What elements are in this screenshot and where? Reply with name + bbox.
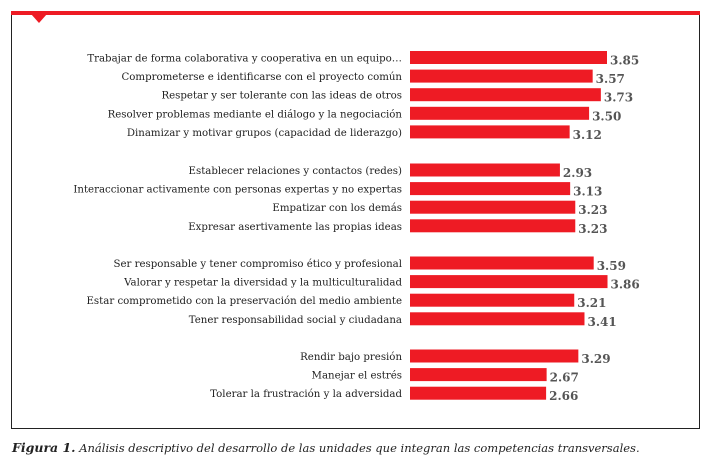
category-label: Dinamizar y motivar grupos (capacidad de… (127, 127, 402, 139)
value-label: 3.41 (587, 315, 616, 329)
category-label: Empatizar con los demás (272, 202, 402, 214)
category-label: Trabajar de forma colaborativa y coopera… (87, 54, 402, 65)
bar (410, 69, 593, 83)
bar (410, 368, 547, 382)
bar (410, 163, 560, 177)
bar (410, 125, 570, 139)
value-label: 3.23 (578, 203, 607, 217)
value-label: 3.29 (581, 352, 610, 366)
value-label: 3.57 (596, 72, 625, 86)
accent-notch (31, 14, 47, 23)
category-label: Interaccionar activamente con personas e… (73, 185, 402, 196)
bar-chart: Trabajar de forma colaborativa y coopera… (73, 51, 640, 403)
category-label: Expresar asertivamente las propias ideas (188, 222, 402, 233)
bar (410, 386, 547, 400)
value-label: 3.21 (577, 296, 606, 310)
bar (410, 349, 579, 363)
bar (410, 256, 594, 270)
bar (410, 51, 607, 64)
caption-text: Análisis descriptivo del desarrollo de l… (79, 441, 640, 455)
value-label: 3.50 (592, 109, 621, 123)
bar (410, 106, 590, 120)
bar (410, 293, 575, 307)
value-label: 3.86 (611, 278, 640, 292)
category-label: Tener responsabilidad social y ciudadana (189, 315, 402, 326)
category-label: Resolver problemas mediante el diálogo y… (108, 108, 403, 120)
value-label: 2.93 (563, 166, 592, 180)
category-label: Rendir bajo presión (300, 351, 402, 363)
category-label: Establecer relaciones y contactos (redes… (189, 165, 402, 177)
bar (410, 275, 608, 289)
bar (410, 182, 571, 196)
bar (410, 312, 585, 326)
bar (410, 88, 601, 102)
figure-caption: Figura 1. Análisis descriptivo del desar… (12, 440, 702, 455)
value-label: 3.85 (610, 54, 639, 68)
value-label: 3.13 (573, 185, 602, 199)
value-label: 2.67 (550, 371, 579, 385)
value-label: 3.12 (573, 128, 602, 142)
figure-frame (11, 11, 700, 429)
category-label: Comprometerse e identificarse con el pro… (122, 71, 403, 83)
category-label: Manejar el estrés (312, 370, 402, 382)
category-label: Estar comprometido con la preservación d… (87, 295, 403, 307)
category-label: Tolerar la frustración y la adversidad (210, 388, 402, 400)
accent-top-bar (11, 11, 700, 15)
value-label: 3.59 (597, 259, 626, 273)
category-label: Valorar y respetar la diversidad y la mu… (123, 278, 402, 289)
value-label: 2.66 (549, 389, 578, 403)
category-label: Respetar y ser tolerante con las ideas d… (161, 91, 402, 102)
bar (410, 219, 576, 233)
value-label: 3.73 (604, 91, 633, 105)
value-label: 3.23 (578, 222, 607, 236)
bar (410, 200, 576, 214)
caption-prefix: Figura 1. (12, 440, 76, 455)
category-label: Ser responsable y tener compromiso ético… (114, 258, 402, 270)
